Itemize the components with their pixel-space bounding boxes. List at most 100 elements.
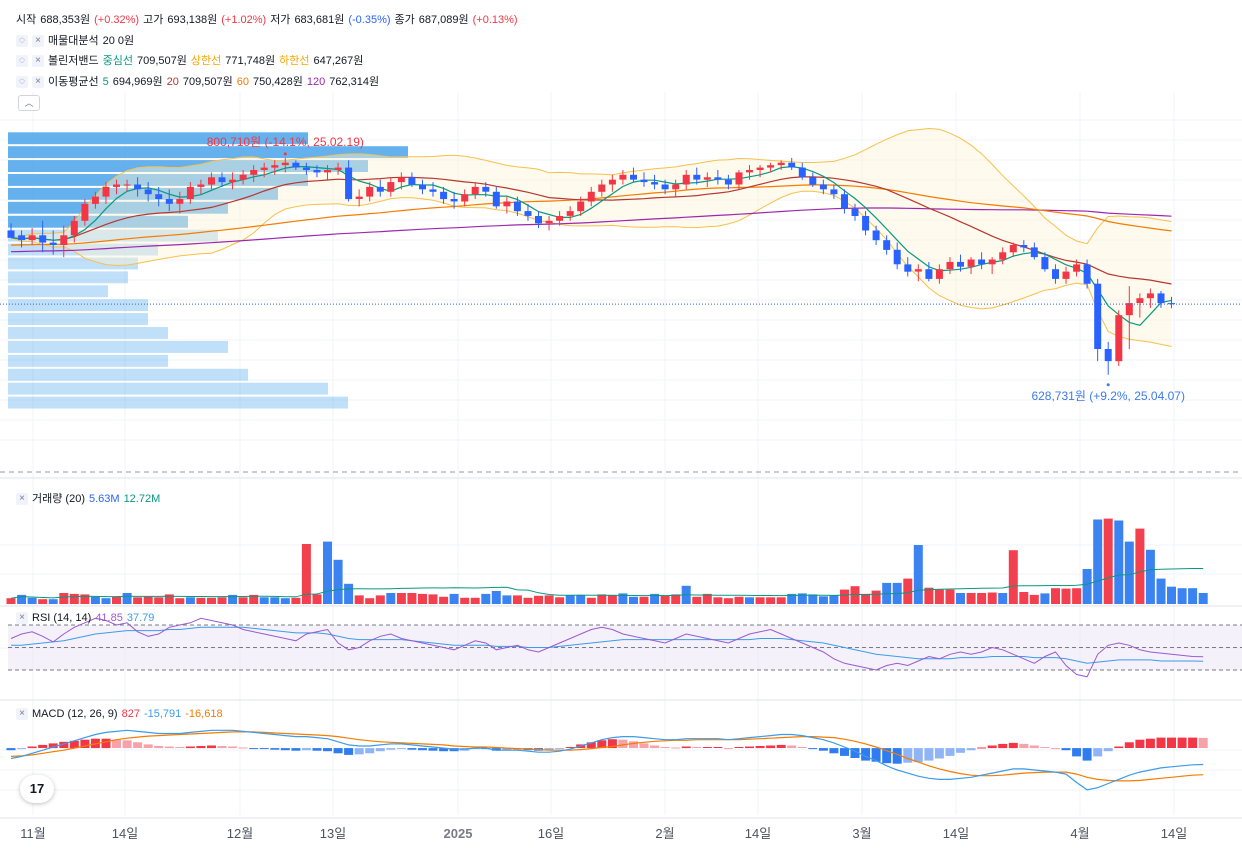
volume-bar <box>987 592 997 604</box>
candle-body <box>556 216 564 221</box>
close-icon[interactable]: × <box>32 55 44 67</box>
volume-bar <box>6 598 16 604</box>
candle-body <box>978 259 986 265</box>
volume-bar <box>534 595 543 604</box>
close-icon[interactable]: × <box>16 708 28 720</box>
candle-body <box>1115 315 1123 362</box>
volume-bar <box>555 597 565 604</box>
volume-bar <box>207 597 216 604</box>
macd-histogram-bar <box>956 748 965 753</box>
volume-bar <box>69 593 79 604</box>
candle-body <box>1157 293 1165 304</box>
low-label: 저가 <box>270 14 291 26</box>
close-icon[interactable]: × <box>32 35 44 47</box>
macd-histogram-bar <box>112 739 121 748</box>
candle-body <box>345 167 353 200</box>
candle-body <box>503 201 511 207</box>
macd-histogram-bar <box>840 748 849 756</box>
candle-body <box>883 240 891 250</box>
open-change: (+0.32%) <box>94 14 140 26</box>
macd-histogram-bar <box>59 741 69 749</box>
volume-bar <box>818 596 828 604</box>
eye-hidden-icon[interactable]: ◌ <box>16 35 28 47</box>
volume-bar <box>1029 594 1039 604</box>
volume-bar <box>945 589 955 604</box>
candle-body <box>545 220 553 224</box>
candle-body <box>302 167 310 170</box>
candle-body <box>260 167 268 170</box>
macd-histogram-bar <box>977 747 987 749</box>
close-icon[interactable]: × <box>16 493 28 505</box>
candle-body <box>809 177 817 185</box>
volume-bar <box>713 597 723 604</box>
candle-body <box>598 184 606 192</box>
eye-hidden-icon[interactable]: ◌ <box>16 76 28 88</box>
volume-profile-bar <box>8 187 278 200</box>
macd-histogram-bar <box>850 748 860 758</box>
volume-bar <box>428 594 438 604</box>
candle-body <box>630 174 637 180</box>
macd-histogram-bar <box>1145 738 1155 749</box>
macd-histogram-bar <box>154 746 164 749</box>
volume-bar <box>354 595 364 604</box>
macd-histogram-bar <box>1072 748 1082 757</box>
collapse-legend-button[interactable]: ︿ <box>18 95 40 111</box>
macd-histogram-bar <box>681 746 691 749</box>
candle-body <box>281 162 289 166</box>
macd-histogram-bar <box>734 747 744 748</box>
macd-histogram-bar <box>175 747 185 748</box>
volume-bar <box>934 589 944 604</box>
candle-body <box>387 182 395 192</box>
candle-body <box>1136 298 1144 303</box>
volume-profile-bar <box>8 368 248 381</box>
macd-histogram-bar <box>565 747 575 748</box>
candle-body <box>862 216 870 231</box>
macd-histogram-bar <box>1114 746 1124 749</box>
candle-body <box>535 216 542 224</box>
close-icon[interactable]: × <box>32 76 44 88</box>
candle-body <box>999 252 1007 260</box>
volume-bar <box>48 599 58 604</box>
candle-body <box>851 208 859 216</box>
candle-body <box>461 194 469 202</box>
high-marker-label: 800,710원 (-14.1%, 25.02.19) <box>207 135 364 149</box>
close-icon[interactable]: × <box>16 612 28 624</box>
volume-bar <box>249 594 259 604</box>
volume-bar <box>1008 550 1018 604</box>
candle-body <box>746 170 753 173</box>
volume-bar <box>365 598 375 604</box>
volume-bar <box>660 595 670 604</box>
volume-bar <box>1019 592 1029 604</box>
volume-bar <box>90 596 100 604</box>
macd-legend: × MACD (12, 26, 9) 827 -15,791 -16,618 <box>16 706 223 722</box>
macd-histogram-bar <box>1177 737 1187 748</box>
bollinger-upper-value: 771,748원 <box>225 55 276 67</box>
candle-body <box>229 179 237 183</box>
ma120-period: 120 <box>306 76 326 88</box>
bollinger-mid-value: 709,507원 <box>136 55 187 67</box>
macd-histogram-bar <box>702 747 712 748</box>
volume-bar <box>112 596 121 604</box>
candle-body <box>841 194 848 209</box>
time-axis-label: 14일 <box>943 826 969 841</box>
macd-histogram-bar <box>597 740 607 749</box>
tradingview-logo[interactable]: 17 <box>20 775 54 803</box>
candle-body <box>113 184 120 187</box>
ma20-value: 709,507원 <box>182 76 233 88</box>
macd-histogram-bar <box>671 747 681 749</box>
volume-bar <box>333 559 343 604</box>
volume-bar <box>270 597 280 604</box>
macd-histogram-bar <box>745 746 754 749</box>
candle-body <box>703 177 711 180</box>
volume-bar <box>228 594 238 604</box>
volume-bar <box>386 593 396 604</box>
volume-bar <box>1198 593 1208 604</box>
eye-hidden-icon[interactable]: ◌ <box>16 55 28 67</box>
volume-bar <box>544 595 554 604</box>
bollinger-mid-label: 중심선 <box>102 55 133 67</box>
candle-body <box>91 196 99 204</box>
macd-histogram-bar <box>861 748 871 761</box>
volume-bar <box>840 589 849 604</box>
